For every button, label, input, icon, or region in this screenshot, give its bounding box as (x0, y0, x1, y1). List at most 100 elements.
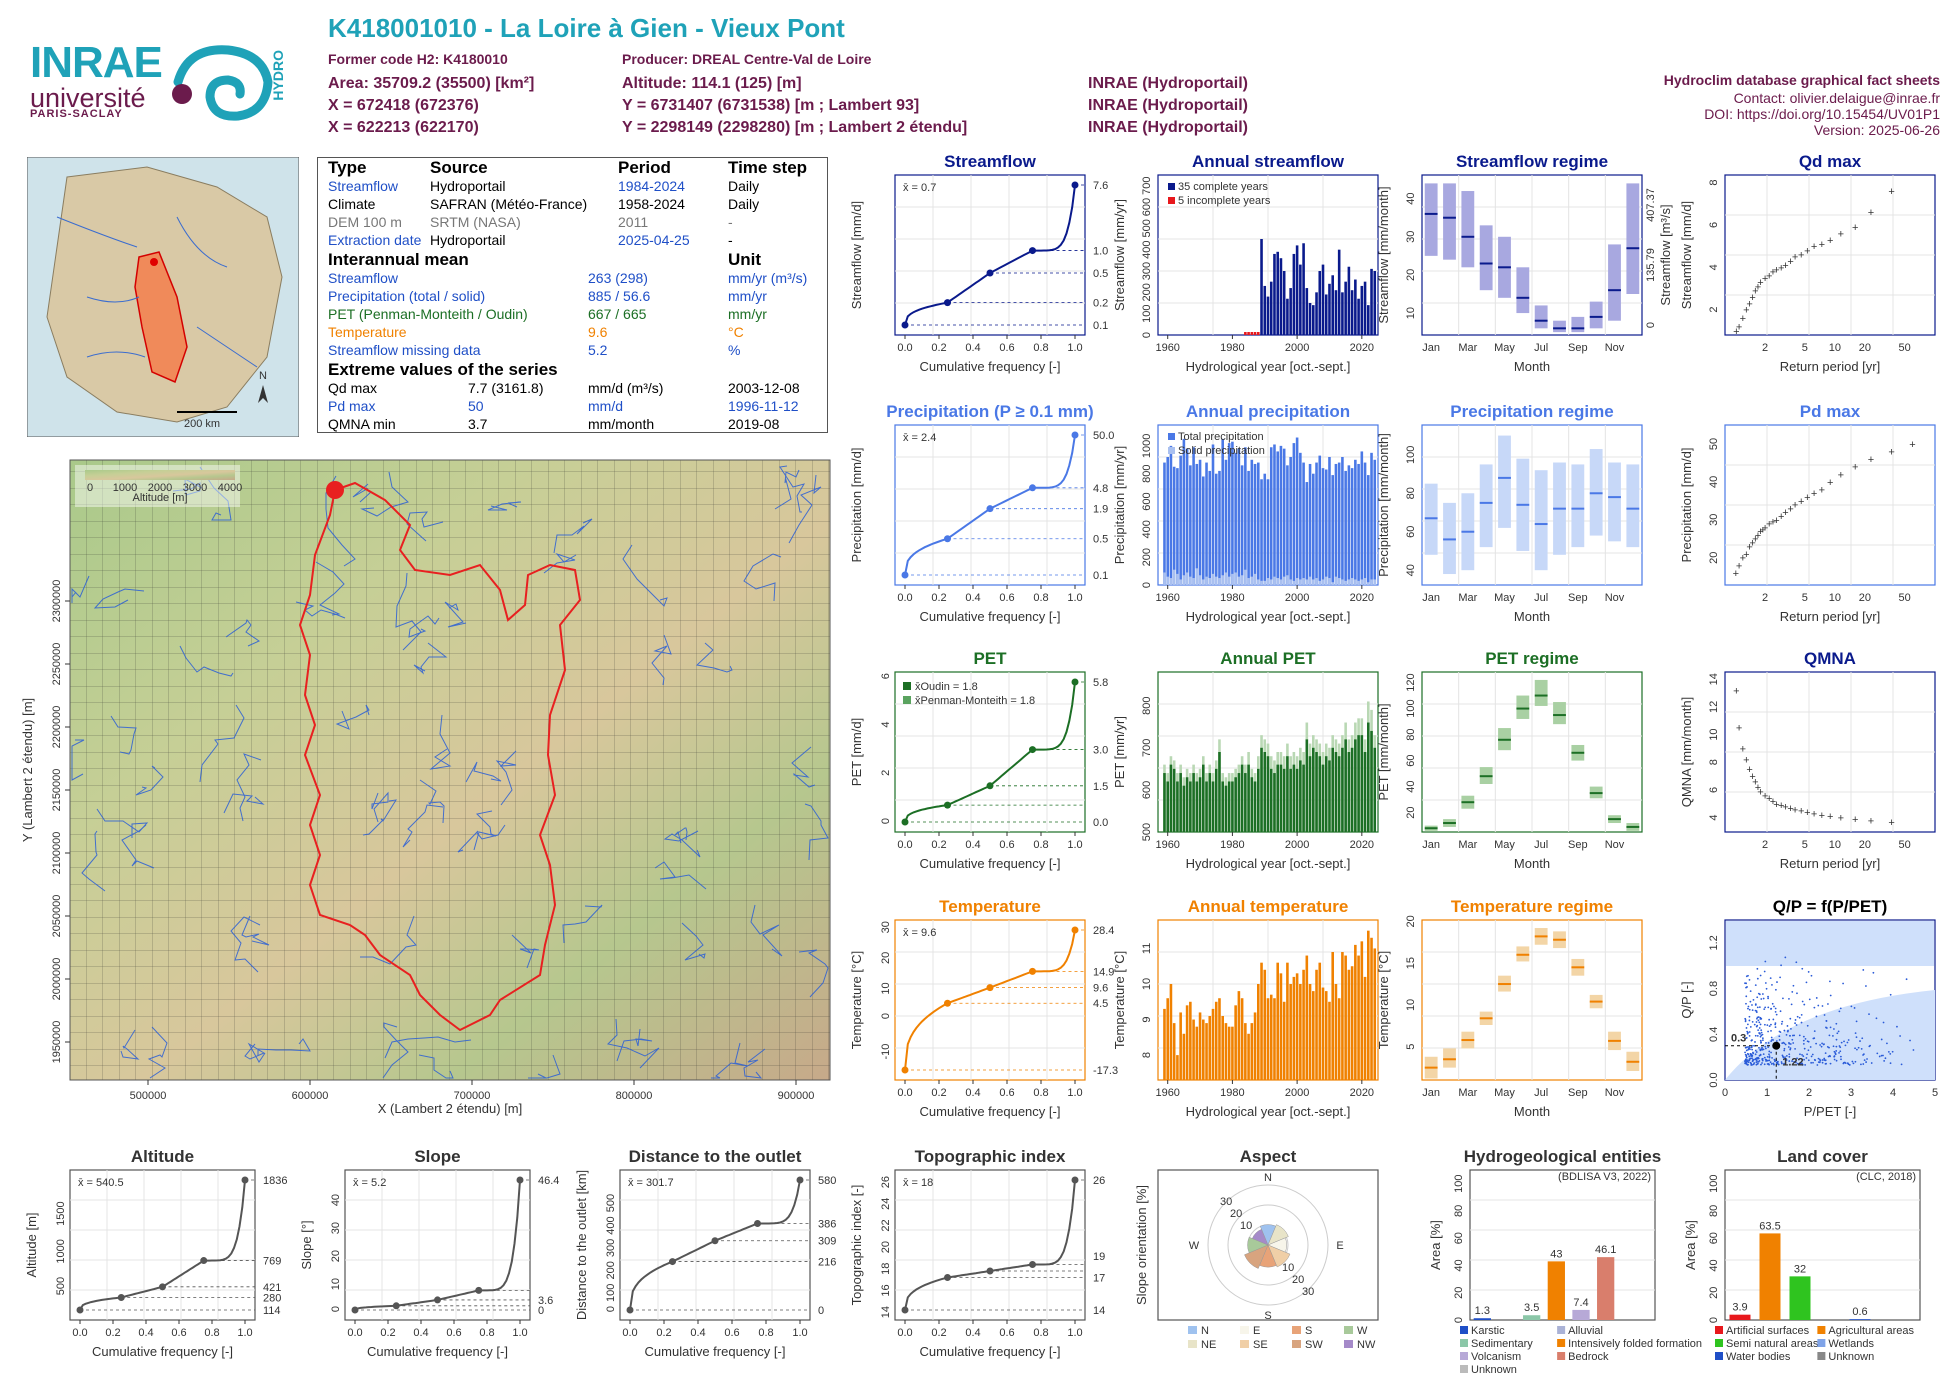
info-table: Type Source Period Time step Streamflow Hydro… (317, 157, 828, 433)
scatter-point (1761, 1046, 1764, 1049)
data-point: + (1773, 799, 1779, 811)
data-point: + (1733, 568, 1739, 580)
mean-value: 667 / 665 (588, 306, 647, 322)
x-tick-label: Sep (1568, 839, 1588, 851)
bar (1172, 768, 1176, 832)
y-tick-label: 2200000 (51, 706, 63, 749)
legend-swatch (1817, 1352, 1826, 1360)
bar (1295, 245, 1299, 335)
plot-frame (344, 1169, 531, 1321)
bar-label: 3.9 (1732, 1302, 1747, 1314)
altitude-legend-title: Altitude [m] (132, 492, 187, 504)
bar (1299, 452, 1302, 585)
bar (1231, 1026, 1234, 1080)
data-point: + (1746, 764, 1752, 776)
source-note: (CLC, 2018) (1856, 1171, 1916, 1183)
bar (1192, 773, 1195, 832)
scatter-point (1816, 1064, 1819, 1066)
y-tick-label: 1000 (55, 1239, 67, 1263)
bar (1331, 952, 1334, 1080)
mean-label: x̄ = 540.5 (78, 1177, 124, 1189)
category-bar (1523, 1315, 1541, 1320)
scatter-point (1829, 980, 1831, 983)
bar-solid (1211, 573, 1215, 585)
bar (1247, 764, 1250, 832)
regime-box (1553, 320, 1566, 333)
y-tick-label: 5 (1405, 1044, 1417, 1050)
bar (1218, 752, 1221, 832)
y-tick-label: 8 (1708, 759, 1720, 765)
plot-frame (894, 424, 1086, 586)
scatter-point (1763, 1056, 1766, 1059)
mean-label: x̄ = 18 (903, 1177, 933, 1189)
y-tick-label: 4 (1708, 815, 1720, 821)
bar-solid (1192, 578, 1195, 585)
mean-unit: °C (728, 324, 744, 340)
scatter-point (1909, 1039, 1911, 1042)
scatter-point (1796, 1062, 1799, 1065)
quantile-point (200, 1257, 208, 1265)
legend-tick: 0 (87, 482, 93, 494)
scatter-point (1812, 1061, 1814, 1064)
bar (1276, 451, 1279, 585)
y-tick-label: 24 (880, 1198, 892, 1210)
x-tick-label: 0.4 (965, 592, 980, 604)
bar (1250, 1023, 1254, 1080)
bar-solid (1244, 569, 1247, 585)
quantile-point (1071, 431, 1079, 439)
y-axis-label: Streamflow [mm/d] (849, 201, 864, 309)
data-point: + (1755, 281, 1761, 293)
y-tick-label: 300 (1141, 262, 1153, 280)
scatter-point (1759, 974, 1762, 977)
x-tick-label: 0.6 (999, 839, 1014, 851)
scatter-point (1794, 1022, 1796, 1025)
scatter-point (1782, 997, 1784, 1000)
y-tick-label: 30 (330, 1222, 342, 1234)
scatter-point (1854, 1047, 1856, 1050)
right-axis-label: 0.5 (1093, 534, 1108, 546)
y-axis-label: Slope orientation [%] (1134, 1185, 1149, 1305)
y-tick-label: 800 (1141, 697, 1153, 715)
bar (1182, 438, 1186, 585)
regime-box (1443, 1048, 1456, 1068)
bar (1179, 1012, 1182, 1080)
river-line (465, 761, 502, 783)
bar-solid (1169, 578, 1173, 585)
bar-solid (1227, 576, 1231, 585)
quantile-point (986, 984, 994, 992)
right-axis-label: 4.8 (1093, 483, 1108, 495)
river-line (362, 799, 397, 836)
right-tick-label: 0 (1645, 322, 1657, 328)
mean-unit: % (728, 342, 741, 358)
scatter-point (1801, 1053, 1803, 1056)
legend-label: Solid precipitation (1178, 445, 1265, 457)
bar (1305, 739, 1309, 832)
regime-box (1461, 191, 1475, 268)
bar (1328, 283, 1331, 335)
river-line (528, 1054, 561, 1079)
scatter-point (1839, 1055, 1842, 1058)
bar (1189, 465, 1192, 585)
mean-label: Streamflow (328, 270, 399, 286)
scatter-point (1759, 1018, 1762, 1020)
river-line (408, 615, 440, 638)
right-axis-label: 216 (818, 1257, 836, 1269)
bar (1331, 275, 1334, 335)
scatter-point (1882, 1021, 1885, 1024)
river-line (120, 1029, 140, 1060)
universite-logo: université (30, 83, 146, 113)
scatter-point (1760, 1034, 1763, 1037)
bar (1282, 271, 1286, 335)
scatter-point (1756, 967, 1759, 970)
bar (1299, 760, 1302, 832)
scatter-point (1744, 1046, 1747, 1049)
regime-box (1534, 305, 1548, 329)
quantile-point (669, 1258, 676, 1266)
scatter-point (1817, 1057, 1820, 1060)
scatter-point (1789, 1048, 1792, 1051)
scatter-point (1805, 1057, 1808, 1059)
y-tick-label: 0.0 (1708, 1072, 1720, 1087)
y-tick-label: 700 (1141, 176, 1153, 194)
y-tick-label: 8 (1141, 1052, 1153, 1058)
x-tick-label: Jul (1534, 839, 1548, 851)
